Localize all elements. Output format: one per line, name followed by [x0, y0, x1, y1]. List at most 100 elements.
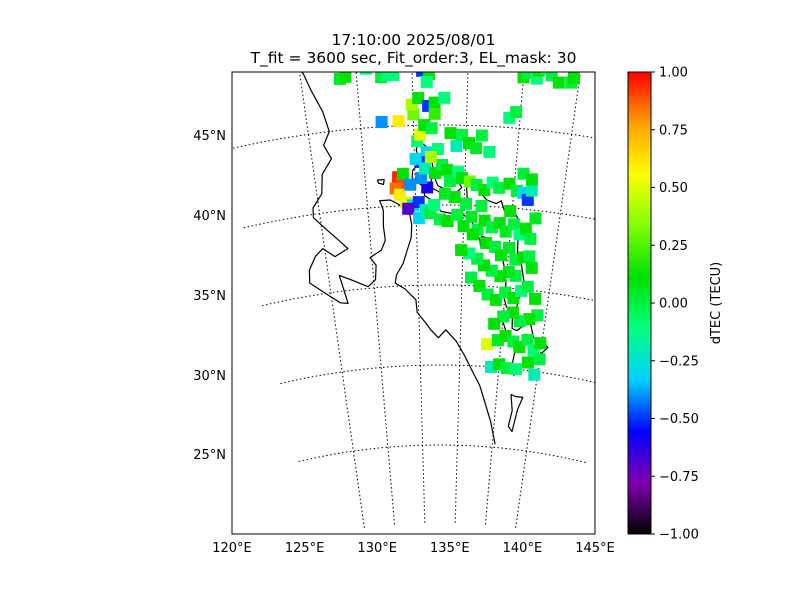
dtec-point	[475, 129, 488, 142]
colorbar-tick-label: 0.75	[659, 123, 688, 138]
dtec-point	[509, 269, 522, 282]
latitude-tick-label: 35°N	[193, 289, 226, 304]
dtec-points	[332, 0, 580, 381]
parallel-line	[298, 444, 589, 464]
dtec-point	[339, 72, 352, 83]
dtec-point	[412, 92, 425, 104]
dtec-point	[528, 368, 541, 381]
colorbar-tick-label: −0.50	[659, 412, 699, 427]
dtec-point	[521, 333, 534, 346]
dtec-point	[533, 31, 545, 43]
dtec-point	[481, 338, 493, 351]
dtec-point	[529, 212, 542, 225]
dtec-point	[387, 72, 400, 81]
colorbar-tick-label: 0.25	[659, 239, 688, 254]
dtec-point	[438, 187, 451, 200]
dtec-point	[414, 128, 427, 141]
longitude-tick-label: 135°E	[430, 541, 470, 556]
dtec-point	[483, 145, 496, 158]
dtec-point	[533, 353, 546, 366]
latitude-tick-label: 30°N	[193, 369, 226, 384]
dtec-point	[441, 163, 453, 176]
dtec-point	[418, 162, 431, 175]
dtec-point	[332, 0, 344, 8]
dtec-point	[407, 108, 420, 121]
parallel-line	[261, 284, 595, 307]
dtec-point	[495, 249, 507, 262]
dtec-point	[568, 72, 580, 85]
dtec-point	[396, 167, 409, 180]
colorbar-ticks: 1.00 0.75 0.50 0.25 0.00 −0.25 −0.50 −0.75 −1.00	[651, 66, 699, 543]
dtec-point	[521, 356, 534, 369]
dtec-point	[448, 191, 461, 204]
dtec-point	[534, 337, 547, 350]
dtec-point	[438, 91, 451, 104]
dtec-point	[444, 127, 457, 140]
dtec-point	[367, 17, 379, 29]
dtec-point	[507, 218, 520, 231]
dtec-point	[460, 197, 473, 210]
map-title-line-1: 17:10:00 2025/08/01	[331, 31, 496, 49]
meridian-line	[299, 72, 366, 531]
dtec-point	[385, 39, 397, 51]
dtec-point	[504, 205, 517, 218]
colorbar-tick-label: 1.00	[659, 66, 688, 81]
dtec-point	[384, 0, 396, 6]
dtec-point	[424, 151, 437, 163]
dtec-point	[409, 152, 422, 165]
map-title-line-2: T_fit = 3600 sec, Fit_order:3, EL_mask: …	[250, 49, 577, 67]
dtec-point	[372, 17, 384, 29]
dtec-point	[521, 280, 534, 293]
colorbar-tick-label: −0.75	[659, 470, 699, 485]
dtec-point	[443, 175, 456, 188]
meridian-line	[514, 72, 581, 531]
dtec-point	[552, 76, 565, 89]
latitude-tick-label: 40°N	[193, 209, 226, 224]
dtec-point	[475, 200, 488, 212]
longitude-labels: 120°E 125°E 130°E 135°E 140°E 145°E	[212, 541, 615, 556]
longitude-tick-label: 125°E	[285, 541, 325, 556]
colorbar-tick-label: −0.25	[659, 354, 699, 369]
dtec-point	[359, 72, 372, 75]
parallel-line	[280, 364, 595, 385]
coastline-segment	[294, 6, 319, 57]
dtec-point	[428, 199, 441, 211]
dtec-point	[388, 27, 400, 39]
parallel-line	[207, 45, 684, 75]
dtec-point	[529, 292, 542, 305]
colorbar-label: dTEC (TECU)	[709, 262, 724, 345]
dtec-point	[411, 72, 424, 73]
dtec-point	[525, 184, 538, 197]
meridian-line	[355, 72, 396, 527]
coastline-segment	[376, 179, 385, 185]
dtec-point	[488, 317, 501, 330]
dtec-point	[465, 210, 478, 223]
meridian-line	[411, 72, 426, 526]
dtec-point	[357, 58, 369, 70]
dtec-point	[493, 181, 506, 194]
dtec-point	[425, 122, 438, 135]
dtec-point	[349, 55, 361, 67]
dtec-point	[506, 306, 519, 319]
dtec-point	[382, 23, 394, 35]
coastline-segment	[300, 72, 496, 445]
longitude-tick-label: 120°E	[212, 541, 252, 556]
dtec-point	[489, 293, 502, 306]
dtec-point	[521, 35, 533, 47]
dtec-point	[466, 228, 479, 241]
dtec-point	[404, 178, 417, 191]
dtec-point	[405, 52, 417, 64]
dtec-point	[421, 181, 434, 194]
dtec-point	[457, 220, 470, 233]
dtec-point	[525, 261, 538, 274]
meridian-line	[454, 72, 469, 526]
map-frame	[231, 71, 596, 535]
dtec-point	[545, 72, 558, 82]
dtec-point	[402, 202, 415, 215]
dtec-point	[521, 193, 534, 206]
dtec-point	[342, 0, 354, 12]
dtec-point	[428, 96, 441, 109]
dtec-point	[343, 54, 355, 66]
dtec-point	[510, 106, 523, 119]
